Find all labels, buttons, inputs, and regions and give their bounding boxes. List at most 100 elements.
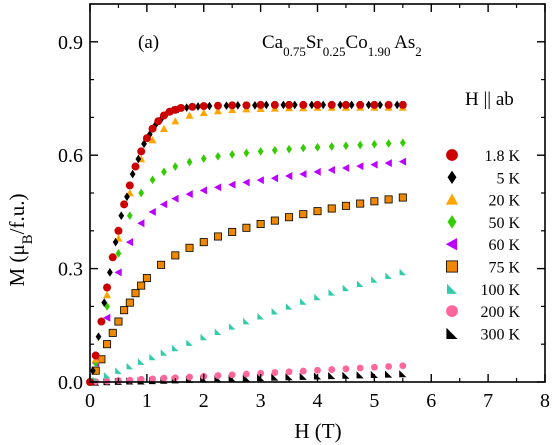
legend-marker	[445, 260, 458, 273]
series-50k	[92, 138, 406, 368]
data-point	[228, 101, 237, 110]
legend-marker	[446, 327, 458, 339]
data-point	[228, 180, 236, 189]
data-point	[115, 367, 122, 374]
data-point	[327, 100, 336, 109]
legend-marker	[446, 283, 458, 294]
legend-entry: 60 K	[445, 237, 520, 254]
data-point	[185, 111, 194, 119]
data-point	[242, 101, 251, 110]
data-point	[371, 276, 378, 283]
data-point	[172, 344, 179, 352]
data-point	[199, 108, 208, 117]
x-tick-label: 0	[85, 390, 95, 412]
data-point	[270, 216, 279, 225]
data-point	[135, 154, 142, 164]
data-point	[195, 102, 201, 111]
y-tick-label: 0.0	[58, 372, 83, 394]
legend-marker	[446, 305, 458, 317]
data-point	[356, 280, 364, 287]
data-point	[118, 211, 125, 220]
legend-label: 200 K	[480, 304, 520, 321]
data-point	[357, 140, 364, 150]
data-point	[97, 317, 106, 326]
data-point	[343, 141, 349, 151]
plot-marks	[86, 100, 407, 386]
data-point	[300, 143, 307, 153]
data-point	[370, 100, 379, 109]
data-point	[257, 147, 264, 156]
data-point	[200, 333, 207, 341]
field-orientation-label: H || ab	[465, 89, 514, 110]
legend-label: 20 K	[488, 193, 520, 210]
legend: 1.8 K 5 K 20 K 50 K 60 K 75 K 100 K 200 K 300 K	[445, 148, 520, 343]
data-point	[341, 201, 350, 210]
data-point	[285, 303, 293, 310]
x-tick-label: 6	[426, 390, 436, 412]
data-point	[159, 124, 168, 132]
data-point	[177, 103, 185, 112]
data-point	[270, 174, 279, 183]
legend-marker	[445, 193, 459, 205]
data-point	[384, 159, 392, 168]
data-point	[356, 364, 364, 372]
data-point	[356, 162, 364, 171]
data-point	[280, 100, 287, 110]
data-point	[271, 308, 279, 315]
data-point	[108, 328, 117, 337]
data-point	[199, 102, 208, 111]
data-point	[108, 253, 117, 262]
data-point	[399, 370, 407, 378]
data-point	[327, 204, 336, 213]
compound-title: Ca0.75Sr0.25Co1.90 As2	[262, 32, 422, 59]
data-point	[148, 124, 157, 133]
data-point	[149, 353, 156, 361]
data-point	[242, 370, 250, 378]
data-point	[398, 100, 407, 109]
data-point	[137, 219, 145, 228]
legend-marker	[447, 215, 457, 229]
data-point	[398, 193, 407, 202]
data-point	[114, 226, 123, 235]
data-point	[313, 207, 322, 216]
data-point	[300, 298, 307, 305]
data-point	[137, 358, 145, 365]
data-point	[399, 362, 407, 370]
data-point	[299, 210, 308, 219]
data-point	[200, 154, 207, 163]
legend-entry: 50 K	[447, 215, 520, 232]
data-point	[214, 328, 222, 335]
data-point	[229, 150, 236, 159]
data-point	[103, 291, 112, 299]
data-point	[125, 181, 134, 190]
legend-label: 100 K	[480, 282, 520, 299]
data-point	[228, 323, 236, 330]
x-tick-label: 2	[199, 390, 209, 412]
legend-entry: 5 K	[447, 170, 520, 187]
data-point	[313, 167, 321, 176]
data-point	[206, 101, 213, 111]
data-point	[271, 369, 279, 376]
data-point	[286, 144, 292, 154]
data-point	[257, 312, 264, 320]
data-point	[384, 195, 393, 204]
data-point	[234, 100, 241, 110]
data-point	[215, 152, 221, 161]
y-tick-label: 0.3	[58, 259, 83, 281]
data-point	[242, 223, 251, 232]
data-point	[342, 284, 350, 292]
data-point	[263, 100, 270, 110]
data-point	[214, 107, 222, 115]
data-point	[138, 188, 145, 198]
data-point	[188, 102, 197, 111]
data-point	[183, 103, 190, 112]
data-point	[313, 100, 322, 109]
data-point	[228, 371, 236, 379]
data-point	[223, 101, 230, 111]
data-point	[125, 298, 134, 307]
data-point	[256, 100, 265, 109]
legend-entry: 20 K	[445, 193, 520, 210]
legend-marker	[446, 149, 458, 161]
data-point	[124, 192, 130, 202]
data-point	[314, 366, 321, 374]
